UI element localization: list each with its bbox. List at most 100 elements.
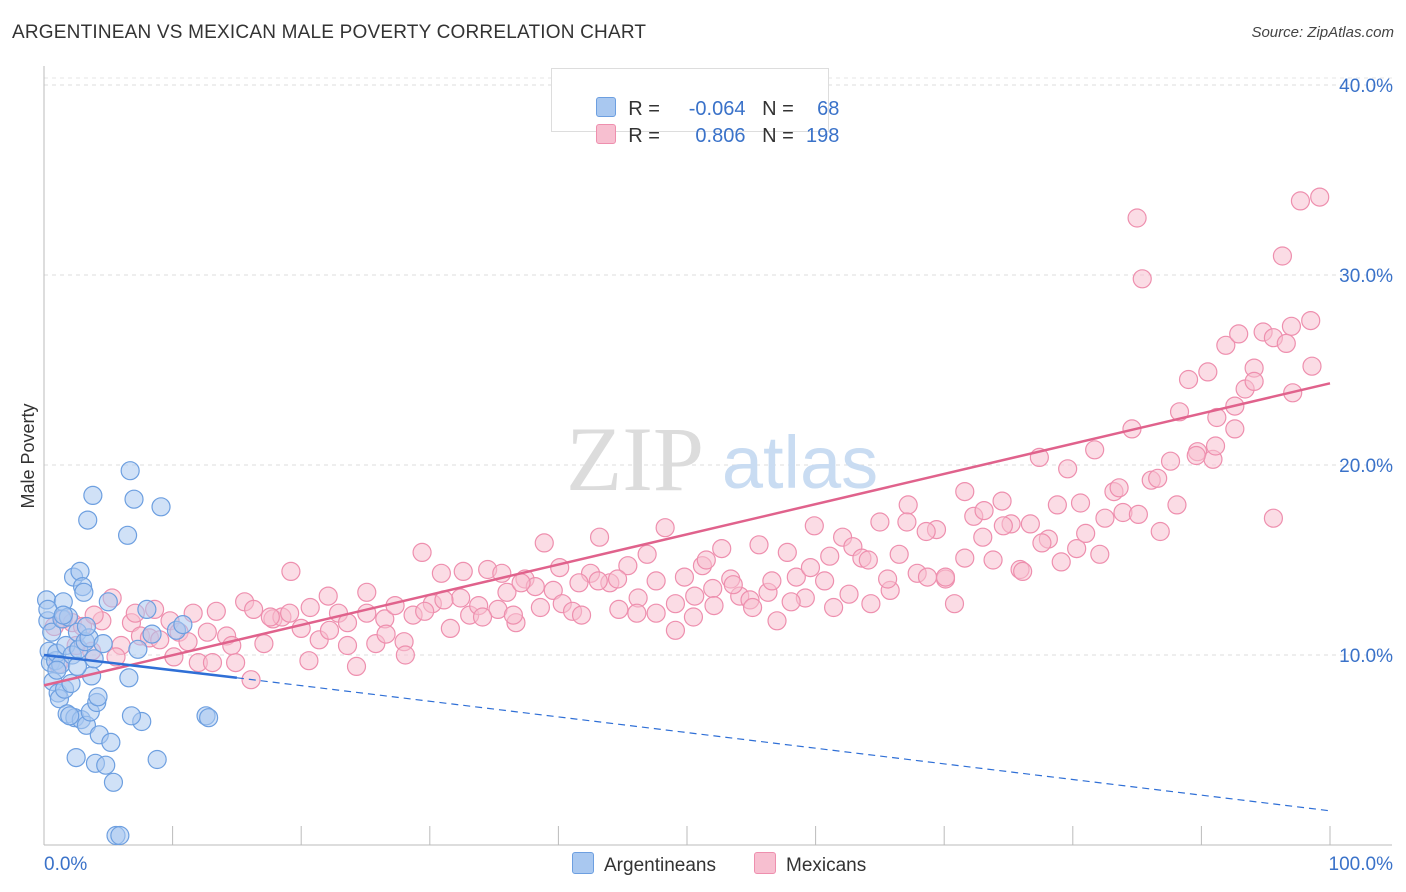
argentineans-point [137,599,157,620]
mexicans-point [1013,561,1033,582]
mexicans-point [955,548,975,568]
legend-argentineans[interactable]: Argentineans [572,852,716,877]
x-tick-label-min: 0.0% [44,854,87,875]
mexicans-point [357,582,377,602]
mexicans-point [530,597,550,618]
mexicans-point [1160,451,1181,471]
mexicans-point [955,482,975,502]
mexicans-point [607,569,628,589]
argentineans-point [83,485,103,505]
mexicans-point [1051,552,1071,572]
mexicans-point [1148,468,1168,488]
mexicans-point [858,550,878,570]
legend-n-label: N = [762,98,794,120]
argentineans-point [88,687,108,707]
mexicans-point [777,542,797,563]
mexicans-point [627,603,647,623]
mexicans-point [1207,407,1227,428]
argentineans-point [119,668,139,688]
mexicans-point [472,607,493,627]
mexicans-point [300,597,320,618]
mexicans-point [412,542,432,563]
mexicans-point [244,599,264,620]
mexicans-point [543,580,563,601]
chart-title: ARGENTINEAN VS MEXICAN MALE POVERTY CORR… [12,22,647,43]
legend-mexicans[interactable]: Mexicans [754,852,866,877]
mexicans-point [824,597,844,618]
mexicans-point [1132,269,1152,289]
argentineans-point [121,706,142,726]
argentineans-point [120,461,140,481]
legend-n-value: 198 [806,125,840,147]
mexicans-point [206,601,226,621]
legend-r-value: 0.806 [695,125,746,147]
mexicans-point [762,571,782,591]
mexicans-point [1109,478,1129,498]
legend-label-mexicans: Mexicans [786,855,867,876]
legend-r-value: -0.064 [688,98,746,120]
mexicans-point [319,620,340,640]
mexicans-point [609,599,629,620]
legend-r-label: R = [628,98,660,120]
mexicans-point [1169,402,1190,422]
mexicans-point [1127,208,1147,228]
watermark: ZIP atlas [566,408,878,510]
argentineans-point [124,489,144,509]
mexicans-point [1301,311,1321,331]
mexicans-point [1229,324,1249,344]
mexicans-point [395,645,415,665]
argentineans-point [199,708,219,728]
legend-row-argentineans: R = -0.064 N = 68 [574,74,839,120]
mexicans-point [1076,523,1096,544]
mexicans-point [1205,436,1226,456]
mexicans-point [299,651,319,671]
mexicans-point [723,575,743,595]
y-tick-label: 10.0% [1339,646,1393,667]
argentineans-point [117,525,138,545]
argentineans-point [98,592,118,612]
mexicans-point [337,635,358,656]
mexicans-point [749,535,769,555]
mexicans-point [1095,508,1115,528]
argentineans-point [147,749,167,770]
y-tick-label: 30.0% [1339,266,1393,287]
mexicans-point [781,592,801,612]
trend-lines [43,382,1331,812]
mexicans-point [569,573,589,593]
legend-label-argentineans: Argentineans [604,855,716,876]
mexicans-point [815,571,835,591]
mexicans-point [800,557,821,578]
mexicans-point [839,584,859,604]
correlation-legend: R = -0.064 N = 68 R = 0.806 N = 198 [551,68,839,147]
legend-n-label: N = [762,125,794,147]
argentineans-point [66,747,86,768]
axis-labels: 10.0% 20.0% 30.0% 40.0% 0.0% 100.0% Male Pover… [18,76,1393,875]
argentineans-point [110,825,130,846]
mexicans-trend-line [43,382,1331,687]
mexicans-point [280,603,300,623]
mexicans-point [291,618,311,639]
mexicans-point [898,495,918,515]
mexicans-point [1167,495,1187,515]
mexicans-point [861,594,881,614]
y-tick-label: 40.0% [1339,76,1393,97]
watermark-zip: ZIP [566,408,704,510]
argentineans-point [101,732,121,753]
mexicans-point [1272,246,1293,266]
mexicans-point [451,588,471,608]
mexicans-point [1310,187,1330,207]
mexicans-point [665,620,686,640]
mexicans-point [1178,369,1199,390]
mexicans-point [973,527,993,547]
mexicans-point [786,567,806,587]
mexicans-point [685,586,705,606]
mexicans-point [1047,495,1067,515]
argentineans-point [78,510,98,530]
mexicans-point [440,618,460,639]
argentineans-point [42,622,62,642]
mexicans-point [870,512,890,532]
mexicans-point [1263,508,1284,528]
mexicans-point [106,647,126,667]
mexicans-point [674,567,695,587]
mexicans-point [742,597,763,618]
